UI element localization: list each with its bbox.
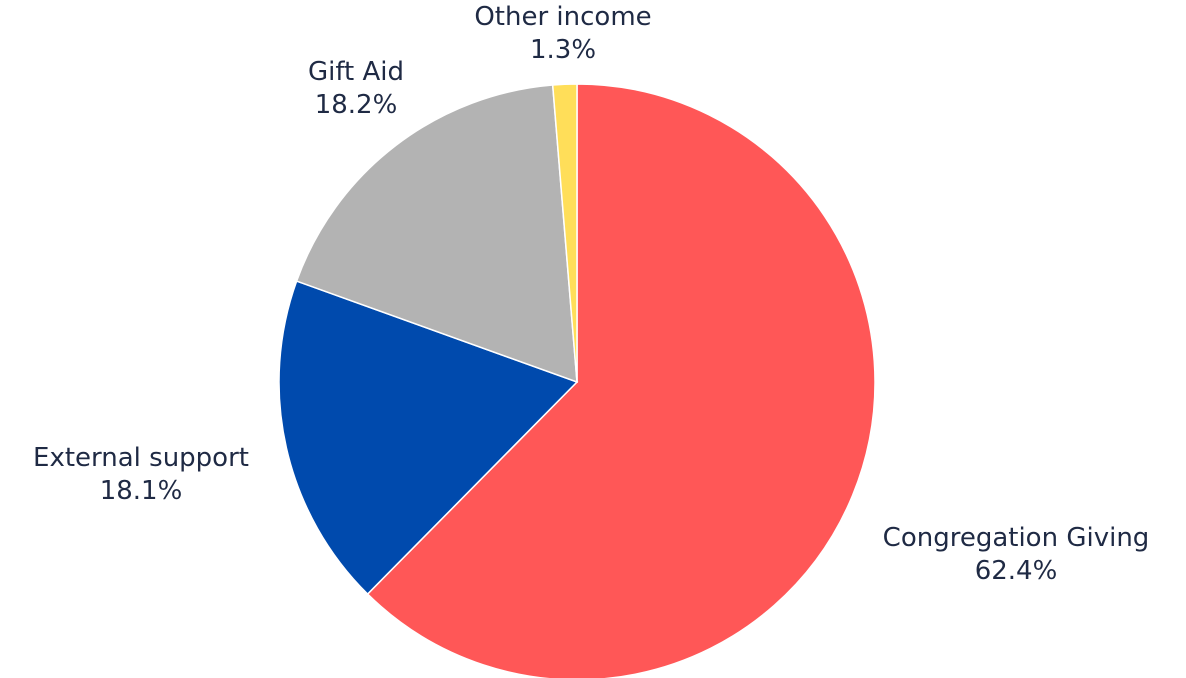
pie-slice-external-support [278, 280, 579, 596]
pie-slice-congregation-giving [366, 83, 876, 678]
pie-slices [278, 83, 876, 678]
slice-name-label: External support [33, 443, 249, 473]
slice-value-label: 62.4% [975, 556, 1058, 586]
pie-slice-other-income [551, 83, 578, 383]
pie-slice-gift-aid [295, 84, 578, 384]
slice-value-label: 18.2% [315, 90, 398, 120]
slice-name-label: Congregation Giving [883, 523, 1150, 553]
slice-name-label: Other income [474, 2, 651, 32]
slice-value-label: 1.3% [530, 35, 596, 65]
slice-value-label: 18.1% [100, 476, 183, 506]
slice-name-label: Gift Aid [308, 57, 404, 87]
